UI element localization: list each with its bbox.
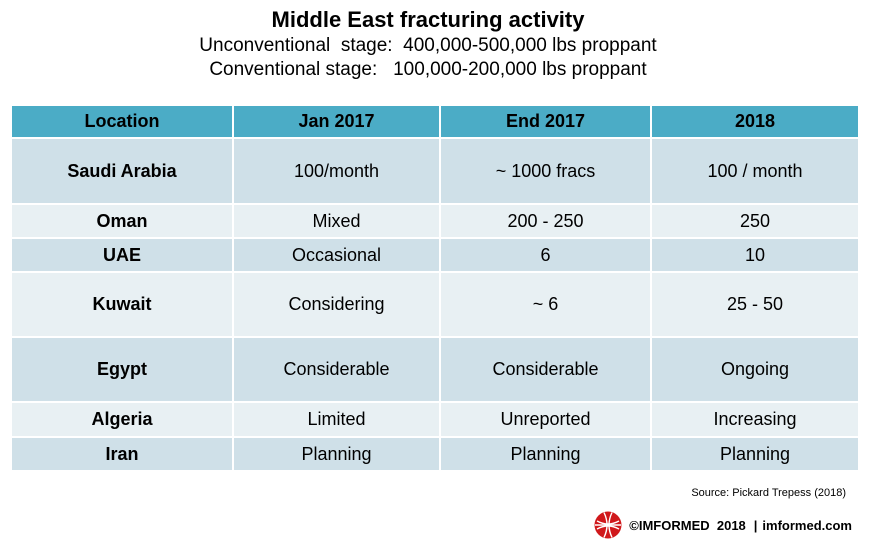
table-cell: Planning	[439, 436, 652, 472]
source-note: Source: Pickard Trepess (2018)	[691, 487, 846, 499]
table-cell: Planning	[650, 436, 860, 472]
location-cell: UAE	[10, 237, 234, 273]
location-cell: Algeria	[10, 401, 234, 438]
location-cell: Saudi Arabia	[10, 137, 234, 205]
table-cell: Mixed	[232, 203, 441, 239]
column-header-end-2017: End 2017	[439, 104, 652, 139]
table-row: Iran Planning Planning Planning	[10, 436, 860, 472]
column-header-location: Location	[10, 104, 234, 139]
location-cell: Iran	[10, 436, 234, 472]
table-cell: 250	[650, 203, 860, 239]
location-cell: Oman	[10, 203, 234, 239]
subtitle-line-1: Unconventional stage: 400,000-500,000 lb…	[199, 35, 657, 56]
table-cell: Considering	[232, 271, 441, 338]
table-cell: 100 / month	[650, 137, 860, 205]
location-cell: Egypt	[10, 336, 234, 403]
imformed-globe-logo-icon	[594, 511, 622, 539]
footer: ©IMFORMED 2018 | imformed.com	[593, 510, 852, 540]
location-cell: Kuwait	[10, 271, 234, 338]
table-cell: Ongoing	[650, 336, 860, 403]
table-cell: 10	[650, 237, 860, 273]
footer-separator: |	[753, 517, 758, 533]
table-row: UAE Occasional 6 10	[10, 237, 860, 273]
column-header-jan-2017: Jan 2017	[232, 104, 441, 139]
table-cell: Considerable	[232, 336, 441, 403]
table-cell: Unreported	[439, 401, 652, 438]
table-cell: Occasional	[232, 237, 441, 273]
table-row: Saudi Arabia 100/month ~ 1000 fracs 100 …	[10, 137, 860, 205]
table-cell: 200 - 250	[439, 203, 652, 239]
table-cell: Planning	[232, 436, 441, 472]
footer-website-link[interactable]: imformed.com	[762, 517, 852, 533]
table-row: Oman Mixed 200 - 250 250	[10, 203, 860, 239]
table-cell: 25 - 50	[650, 271, 860, 338]
table-header-row: Location Jan 2017 End 2017 2018	[10, 104, 860, 139]
table-cell: Limited	[232, 401, 441, 438]
table-cell: 100/month	[232, 137, 441, 205]
chart-title: Middle East fracturing activity	[271, 7, 585, 32]
fracturing-activity-table: Location Jan 2017 End 2017 2018 Saudi Ar…	[10, 104, 860, 472]
title-block: Middle East fracturing activity Unconven…	[0, 6, 856, 82]
table-cell: ~ 6	[439, 271, 652, 338]
table-cell: Increasing	[650, 401, 860, 438]
table-row: Kuwait Considering ~ 6 25 - 50	[10, 271, 860, 338]
table-cell: 6	[439, 237, 652, 273]
table-cell: ~ 1000 fracs	[439, 137, 652, 205]
table-row: Algeria Limited Unreported Increasing	[10, 401, 860, 438]
table-row: Egypt Considerable Considerable Ongoing	[10, 336, 860, 403]
subtitle-line-2: Conventional stage: 100,000-200,000 lbs …	[209, 59, 647, 80]
column-header-2018: 2018	[650, 104, 860, 139]
footer-copyright: ©IMFORMED 2018	[629, 517, 746, 533]
table-cell: Considerable	[439, 336, 652, 403]
